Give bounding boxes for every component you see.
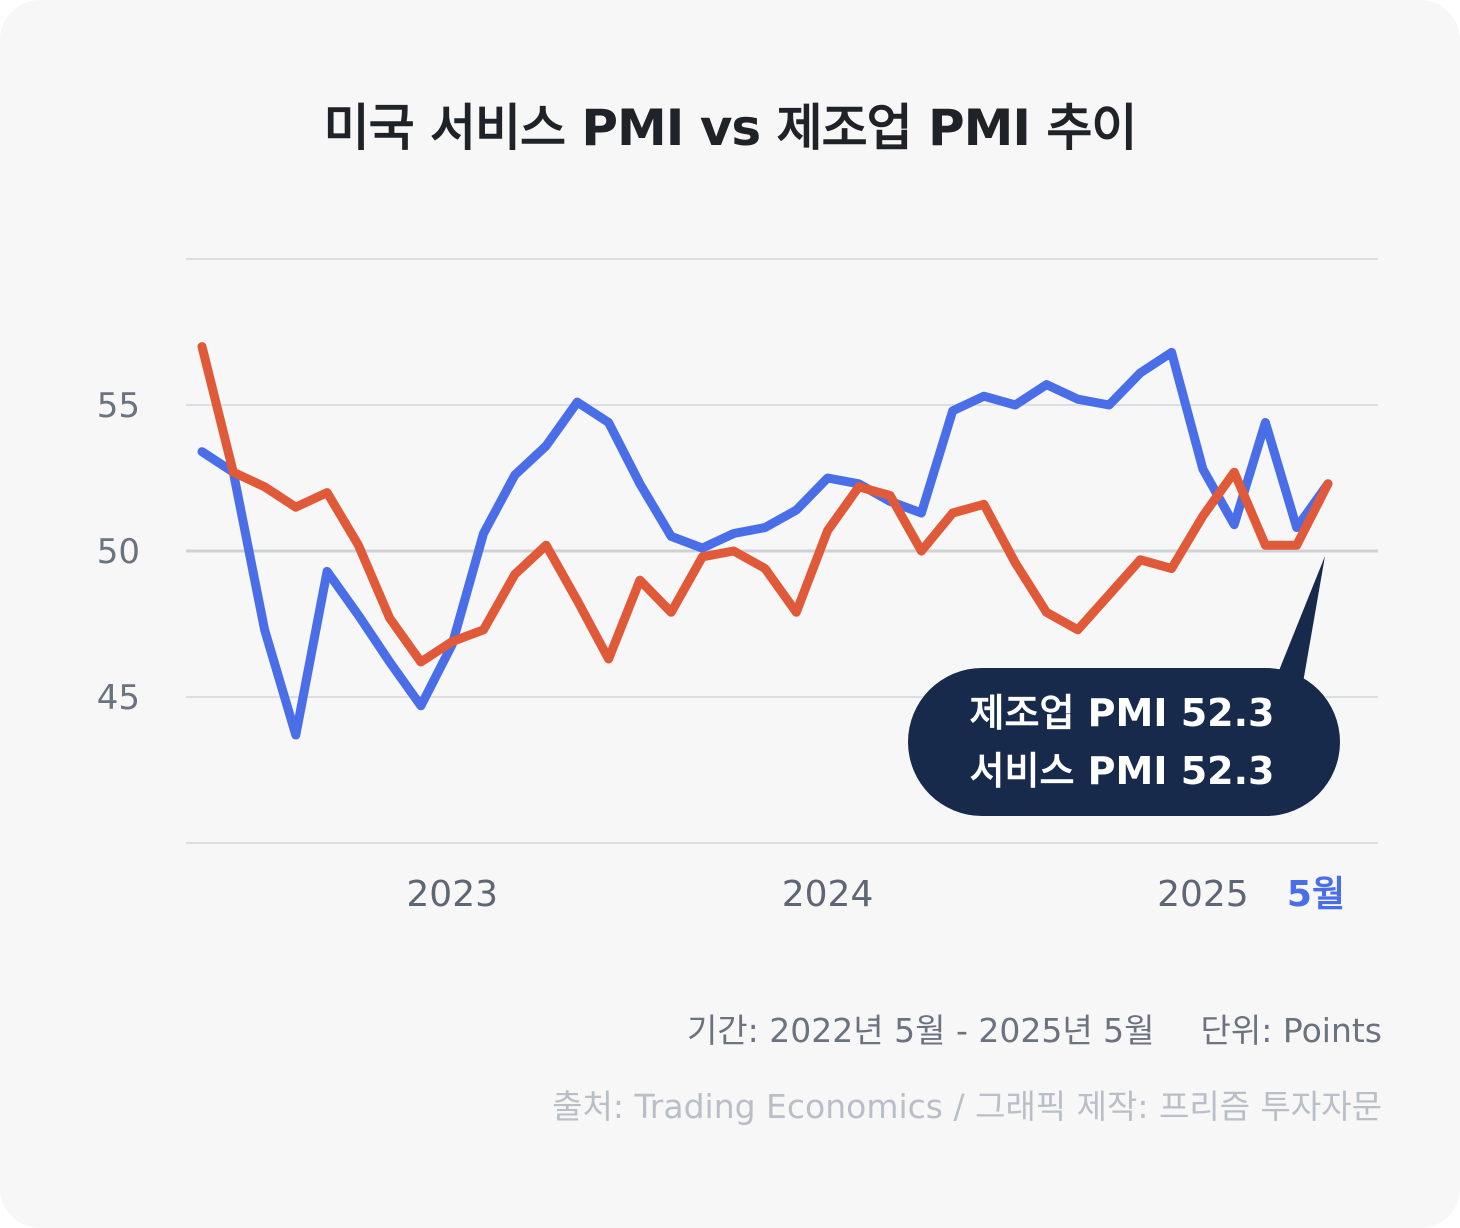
callout-bubble xyxy=(908,668,1340,816)
callout-pointer xyxy=(1272,556,1325,700)
callout-text-line: 서비스 PMI 52.3 xyxy=(970,749,1275,793)
y-tick-label: 45 xyxy=(97,678,140,718)
series-lines xyxy=(197,342,1333,740)
source-text: 출처: Trading Economics / 그래픽 제작: 프리즘 투자자문 xyxy=(552,1087,1382,1126)
period-text: 기간: 2022년 5월 - 2025년 5월 xyxy=(686,1011,1155,1050)
manufacturing-pmi-line xyxy=(197,342,1333,667)
y-tick-label: 55 xyxy=(97,386,140,426)
x-tick-label: 2024 xyxy=(782,874,874,915)
x-tick-label: 2023 xyxy=(406,874,498,915)
unit-text: 단위: Points xyxy=(1200,1011,1382,1050)
chart-title: 미국 서비스 PMI vs 제조업 PMI 추이 xyxy=(323,99,1138,157)
services-pmi-line xyxy=(197,347,1333,740)
callout-text-line: 제조업 PMI 52.3 xyxy=(970,691,1275,735)
y-tick-label: 50 xyxy=(97,532,140,572)
x-tick-label: 2025 xyxy=(1157,874,1249,915)
x-tick-labels: 2023 2024 2025 5월 xyxy=(406,874,1345,915)
x-highlight-label: 5월 xyxy=(1287,874,1345,915)
y-tick-labels: 45 50 55 xyxy=(97,386,140,718)
latest-value-callout: 제조업 PMI 52.3 서비스 PMI 52.3 xyxy=(908,556,1340,816)
period-and-unit: 기간: 2022년 5월 - 2025년 5월 단위: Points xyxy=(687,1004,1382,1052)
